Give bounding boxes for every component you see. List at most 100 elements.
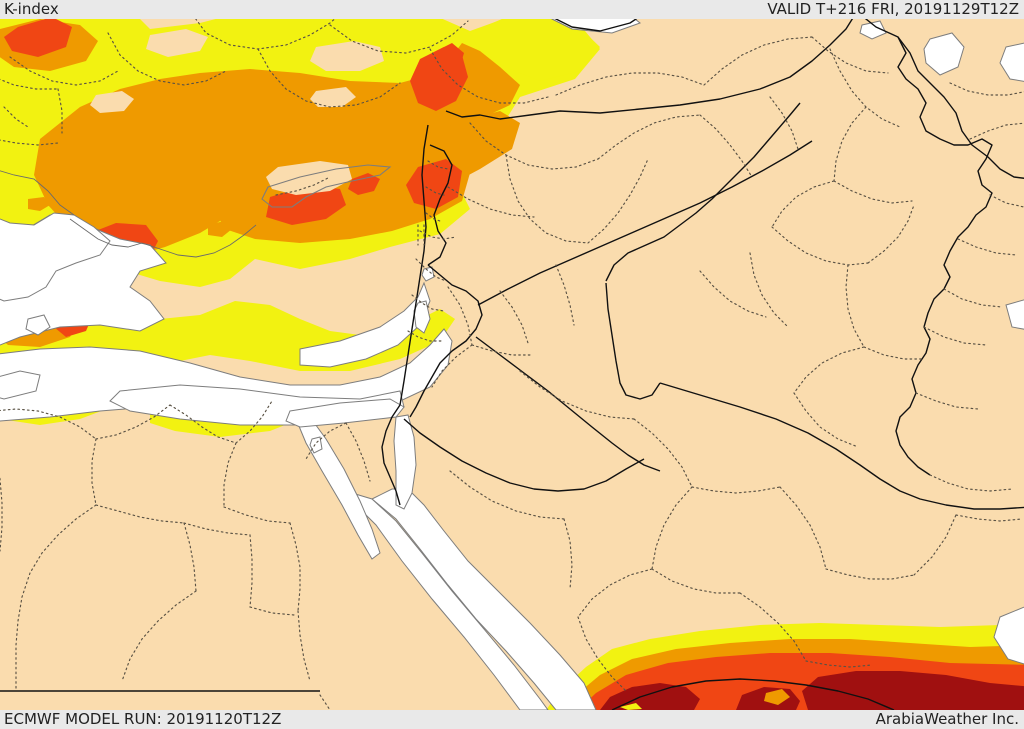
dotted-iraq-12 <box>699 270 767 318</box>
dotted-lebanon-1 <box>427 160 449 170</box>
dotted-syria-6 <box>699 114 753 178</box>
dotted-turkey-1 <box>195 19 336 50</box>
lake-urmia <box>923 32 965 76</box>
coast-greece-detail <box>0 170 75 216</box>
dotted-israel-2 <box>415 258 447 282</box>
border-jordan-saudi <box>659 382 1024 510</box>
dotted-lebanon-3 <box>425 212 441 222</box>
border-lebanon <box>427 144 453 266</box>
dotted-saudi-4 <box>651 486 693 570</box>
dotted-egypt-10 <box>95 504 185 524</box>
border-jordan-south <box>403 418 645 492</box>
forecast-map-canvas[interactable] <box>0 19 1024 710</box>
dotted-saudi-5 <box>651 568 741 594</box>
border-jordan-iraq <box>605 282 661 400</box>
dotted-iraq-5 <box>771 226 869 266</box>
dotted-turkey-3 <box>257 48 401 108</box>
dotted-iraq-9 <box>793 346 865 394</box>
sinai-coast <box>285 398 405 428</box>
dotted-saudi-1 <box>519 370 635 420</box>
dotted-egypt-11 <box>183 522 197 592</box>
dotted-jordan-3 <box>431 344 473 388</box>
coast-aegean-detail <box>69 218 143 248</box>
dotted-egypt-5 <box>223 442 237 508</box>
border-israel-jordan <box>409 264 483 418</box>
contour-band-redorange-cyprus2 <box>348 173 380 195</box>
contour-dab-orange-1 <box>208 221 232 237</box>
dotted-syria-2 <box>597 114 701 160</box>
dotted-syria-3 <box>505 154 589 244</box>
persian-gulf-2 <box>1005 299 1024 330</box>
mediterranean-levant-coast <box>299 281 431 368</box>
dotted-saudi-12 <box>913 514 957 576</box>
bitter-lake <box>309 436 323 454</box>
dotted-syria-1 <box>469 122 599 170</box>
coast-turkey-sw <box>141 224 257 258</box>
dotted-jordan-4 <box>499 290 529 344</box>
dotted-iraq-4 <box>771 180 835 228</box>
contour-dab-orange-south <box>764 689 790 705</box>
provider-credit: ArabiaWeather Inc. <box>875 710 1019 728</box>
contour-dab-yellow-south <box>620 703 642 710</box>
dotted-turkey-7 <box>555 72 705 96</box>
dotted-turkey-5 <box>107 32 227 86</box>
dead-sea <box>413 300 431 334</box>
dotted-turkey-4 <box>429 48 549 104</box>
dotted-iran-2 <box>969 122 1024 140</box>
dotted-saudi-8 <box>739 592 807 662</box>
black-sea <box>551 19 642 34</box>
dotted-saudi-7 <box>577 616 627 692</box>
border-saudi-yemen <box>611 678 895 710</box>
coast-turkey-north <box>554 19 638 32</box>
red-sea <box>371 488 597 710</box>
model-run-label: ECMWF MODEL RUN: 20191120T12Z <box>4 710 282 728</box>
dotted-greece-1 <box>0 78 59 90</box>
dotted-saudi-15 <box>563 518 573 590</box>
dotted-turkey-9 <box>811 36 889 74</box>
dotted-syria-5 <box>447 186 535 218</box>
gulf-of-suez <box>295 416 381 560</box>
map-vector-layer <box>0 19 1024 710</box>
dotted-iran-5 <box>943 288 1003 308</box>
national-borders-layer <box>0 19 1024 710</box>
dotted-iraq-2 <box>833 106 867 182</box>
border-syria-iraq <box>605 102 801 282</box>
dotted-israel-1 <box>419 230 457 240</box>
dotted-saudi-9 <box>805 660 873 668</box>
dotted-egypt-4 <box>235 400 273 444</box>
map-header-bar: K-index VALID T+216 FRI, 20191129T12Z <box>0 0 1024 19</box>
cyprus-outline <box>261 164 392 208</box>
sea-layer <box>0 19 1024 710</box>
caspian-edge <box>999 42 1024 82</box>
island-crete <box>0 370 41 400</box>
dotted-egypt-7 <box>91 438 97 506</box>
contour-hole-peach-anatolia <box>310 41 384 71</box>
internal-borders-layer <box>0 19 1024 710</box>
dotted-iran-6 <box>923 326 987 346</box>
dotted-syria-7 <box>769 96 799 150</box>
border-iraq-iran <box>895 36 993 476</box>
contour-dab-orange-2 <box>28 197 50 211</box>
dotted-saudi-11 <box>825 568 915 580</box>
dotted-iraq-1 <box>829 48 901 128</box>
island-rhodes <box>25 314 51 336</box>
dotted-israel-4 <box>407 330 443 342</box>
contour-hole-peach-small1 <box>90 91 134 113</box>
dotted-saudi-10 <box>779 486 827 570</box>
contour-band-redorange-se-turkey2 <box>406 159 462 209</box>
dotted-egypt-8 <box>29 504 97 574</box>
dotted-egypt-3 <box>169 404 237 444</box>
dotted-israel-3 <box>411 294 445 312</box>
contour-hole-peach-small2 <box>310 87 356 107</box>
dotted-iraq-8 <box>863 346 925 360</box>
border-israel-egypt <box>381 404 401 506</box>
dotted-iraq-10 <box>793 392 859 448</box>
dotted-iraq-11 <box>749 252 789 328</box>
contour-band-redorange-topright <box>428 43 464 81</box>
lake-van <box>859 20 887 40</box>
contour-band-darkred-south2 <box>802 671 1024 710</box>
contour-shading-south <box>546 622 1024 710</box>
contour-band-orange-anatolia <box>34 43 520 257</box>
dotted-saudi-14 <box>449 470 565 520</box>
dotted-lebanon-2 <box>425 186 445 196</box>
